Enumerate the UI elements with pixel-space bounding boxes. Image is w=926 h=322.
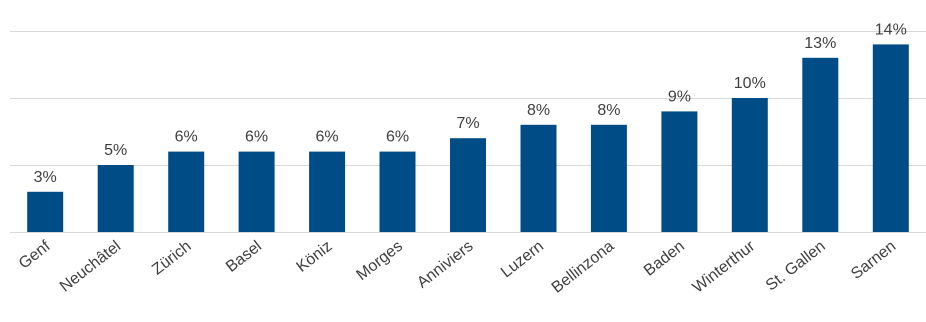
bar-3: [238, 151, 275, 232]
bar-9: [661, 111, 698, 232]
bar-0: [27, 191, 64, 232]
category-label-8: Bellinzona: [549, 238, 618, 297]
bar-7: [520, 124, 557, 232]
bar-6: [450, 138, 486, 232]
data-label-9: 9%: [668, 88, 691, 105]
category-label-4: Köniz: [294, 238, 336, 276]
data-label-6: 7%: [456, 115, 479, 132]
bar-1: [97, 165, 134, 232]
data-label-2: 6%: [175, 129, 198, 146]
category-labels: Genf Neuchâtel Zürich Basel Köniz Morges Anniv…: [16, 237, 899, 296]
bar-11: [802, 57, 839, 232]
bar-10: [731, 98, 768, 232]
bar-2: [168, 151, 205, 232]
category-label-3: Basel: [223, 238, 265, 276]
data-label-7: 8%: [527, 102, 550, 119]
data-label-12: 14%: [875, 21, 907, 38]
bar-12: [872, 44, 909, 233]
data-label-5: 6%: [386, 129, 409, 146]
gridlines: [10, 31, 926, 233]
category-label-10: Winterthur: [690, 237, 759, 296]
bars: [27, 44, 909, 233]
data-label-3: 6%: [245, 129, 268, 146]
category-label-7: Luzern: [498, 238, 547, 282]
category-label-9: Baden: [641, 238, 688, 280]
bar-5: [379, 151, 416, 232]
data-label-8: 8%: [597, 102, 620, 119]
data-label-4: 6%: [316, 129, 339, 146]
category-label-11: St. Gallen: [763, 238, 829, 295]
bar-4: [309, 151, 346, 232]
category-label-6: Anniviers: [414, 238, 476, 292]
data-label-11: 13%: [804, 35, 836, 52]
data-label-1: 5%: [104, 142, 127, 159]
data-label-10: 10%: [734, 75, 766, 92]
data-labels: 3% 5% 6% 6% 6% 6% 7% 8% 8% 9% 10% 13% 14%: [34, 21, 907, 185]
category-label-12: Sarnen: [848, 238, 899, 283]
category-label-2: Zürich: [149, 238, 194, 279]
category-label-5: Morges: [353, 238, 406, 284]
data-label-0: 3%: [34, 169, 57, 186]
bar-8: [590, 124, 627, 232]
category-label-1: Neuchâtel: [57, 238, 124, 296]
category-label-0: Genf: [16, 237, 54, 272]
